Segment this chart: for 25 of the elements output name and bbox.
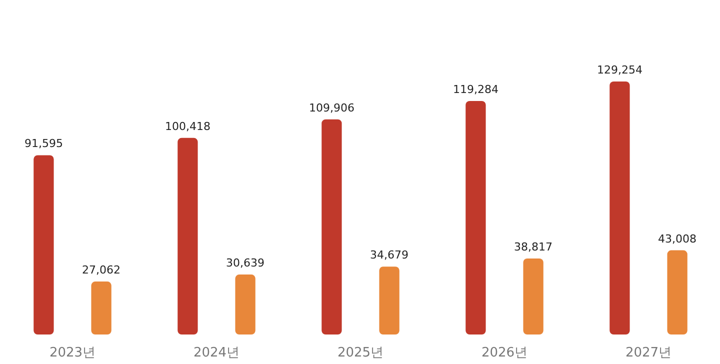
x-tick-label: 2023년 [49,346,96,360]
data-label: 30,639 [226,256,265,270]
data-label: 38,817 [514,240,553,254]
data-label: 129,254 [596,63,642,76]
bar [178,138,198,334]
data-label: 119,284 [452,82,498,96]
x-tick-label: 2026년 [481,346,528,360]
data-label: 27,062 [82,264,121,277]
bar [91,282,112,334]
data-label: 100,418 [164,120,210,133]
bar [610,81,630,334]
data-label: 43,008 [658,232,697,246]
bar [379,266,400,334]
bar [667,250,688,334]
bar [322,119,342,334]
bar [34,155,54,334]
data-label: 109,906 [308,101,354,114]
bar [235,274,256,334]
x-tick-label: 2027년 [625,346,672,360]
data-label: 91,595 [24,137,63,150]
x-tick-label: 2025년 [337,346,384,360]
bar [466,100,486,334]
x-tick-label: 2024년 [193,346,240,360]
data-label: 34,679 [370,248,409,262]
bar [523,258,544,334]
